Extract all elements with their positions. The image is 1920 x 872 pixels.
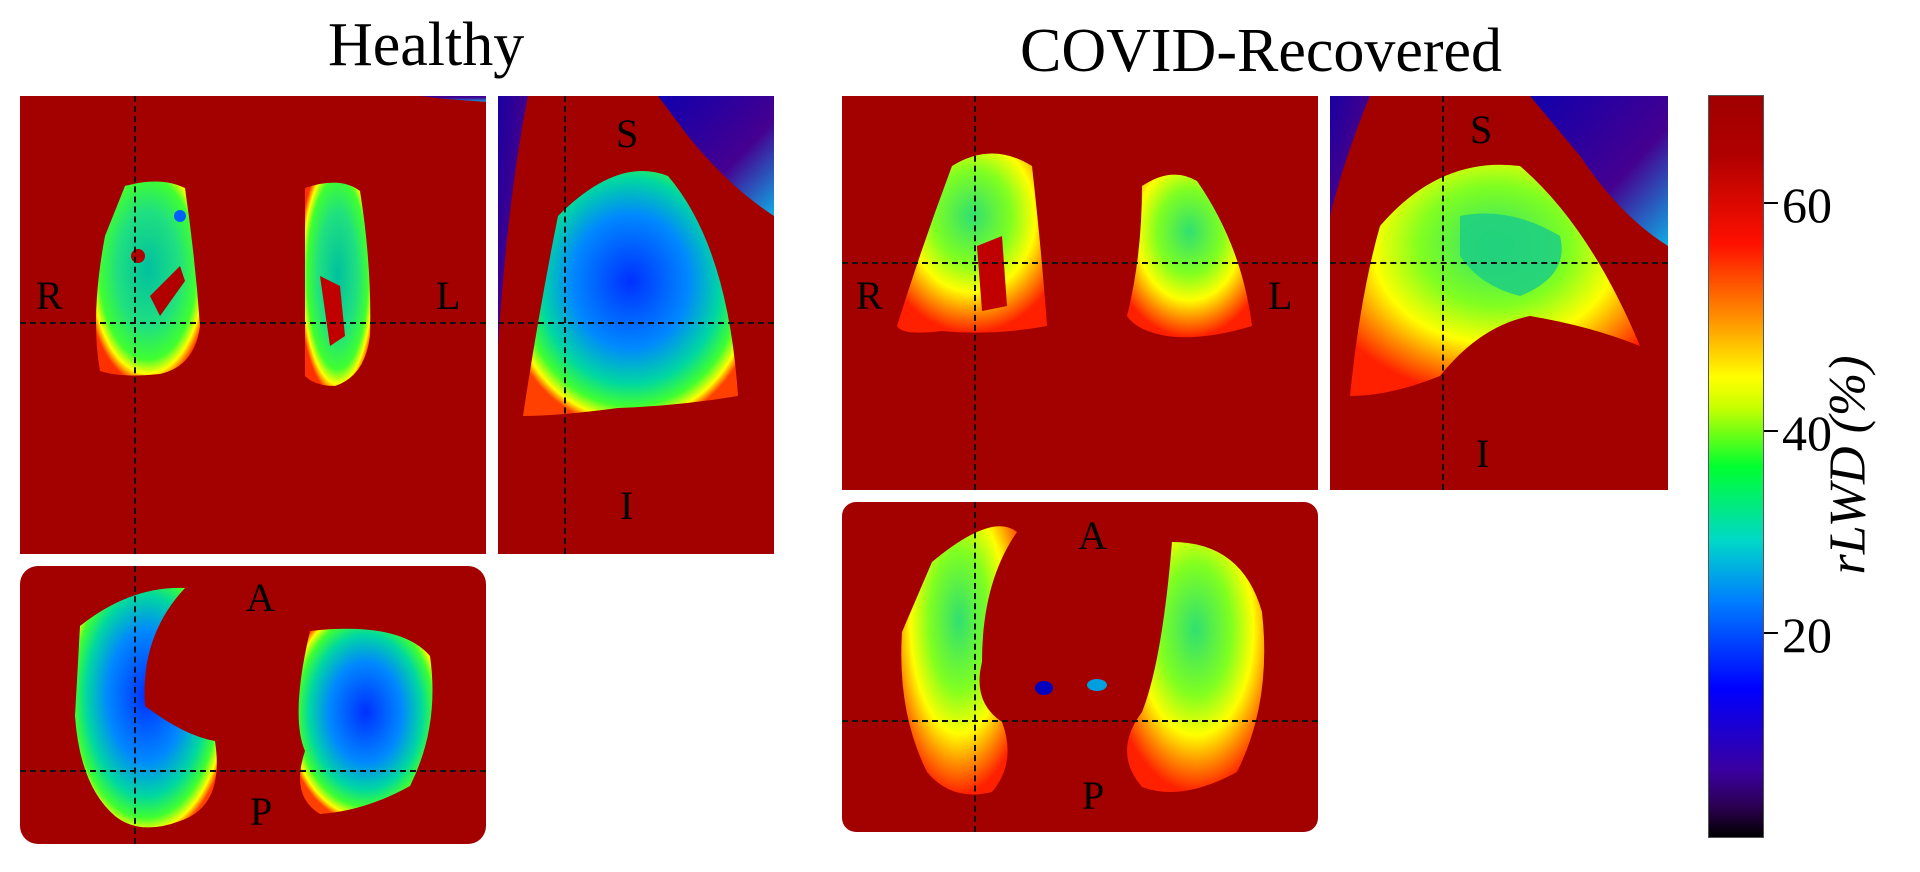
covid-sagittal-slice: S I [1330,96,1668,490]
healthy-coronal-slice: R L [20,96,486,554]
crosshair-horizontal [842,720,1318,722]
left-label: L [436,273,461,318]
crosshair-vertical [974,502,976,832]
inferior-label: I [1476,431,1490,476]
healthy-title: Healthy [328,11,525,79]
rlwd-colorbar [1708,95,1764,838]
colorbar-tick-label-20: 20 [1782,607,1832,663]
colorbar-tick-label-40: 40 [1782,405,1832,461]
covid-coronal-slice: R L [842,96,1318,490]
colorbar-tick-label-60: 60 [1782,177,1832,233]
right-label: R [36,273,63,318]
right-label: R [856,273,883,318]
colorbar-label: rLWD (%) [1819,355,1877,575]
superior-label: S [1470,107,1493,152]
covid-recovered-title: COVID-Recovered [1020,17,1503,85]
crosshair-horizontal [842,262,1318,264]
inferior-label: I [620,483,634,528]
healthy-sagittal-slice: S I [498,96,774,554]
superior-label: S [616,111,639,156]
posterior-label: P [1082,773,1105,818]
posterior-label: P [250,789,273,834]
crosshair-vertical [1442,96,1444,490]
crosshair-horizontal [1330,262,1668,264]
crosshair-vertical [134,96,136,554]
anterior-label: A [1078,513,1107,558]
left-label: L [1268,273,1293,318]
anterior-label: A [246,575,275,620]
crosshair-vertical [134,566,136,844]
crosshair-vertical [564,96,566,554]
crosshair-horizontal [498,322,774,324]
crosshair-horizontal [20,770,486,772]
colorbar-tick-60 [1764,202,1778,204]
covid-axial-slice: A P [842,502,1318,832]
colorbar-tick-40 [1764,430,1778,432]
colorbar-tick-20 [1764,632,1778,634]
healthy-axial-slice: A P [20,566,486,844]
crosshair-horizontal [20,322,486,324]
crosshair-vertical [974,96,976,490]
